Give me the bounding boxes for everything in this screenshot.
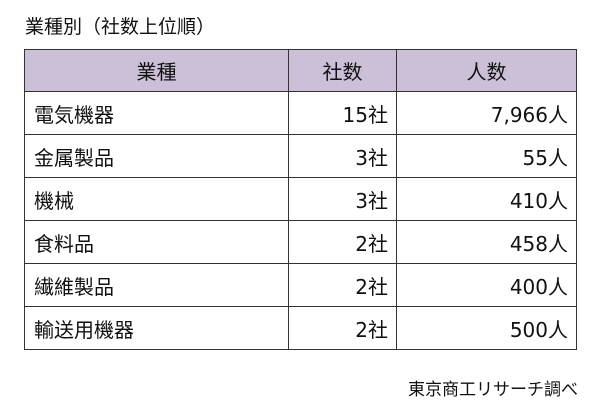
header-industry: 業種 [24, 49, 289, 92]
cell-companies: 2社 [288, 306, 397, 350]
cell-industry: 繊維製品 [24, 263, 289, 307]
cell-companies: 2社 [288, 220, 397, 264]
source-note: 東京商工リサーチ調べ [408, 380, 578, 400]
cell-industry: 食料品 [24, 220, 289, 264]
cell-industry: 輸送用機器 [24, 306, 289, 350]
cell-people: 55人 [396, 134, 577, 178]
cell-people: 400人 [396, 263, 577, 307]
industry-table: 業種 社数 人数 電気機器 15社 7,966人 金属製品 3社 55人 機械 … [24, 49, 577, 350]
cell-companies: 3社 [288, 134, 397, 178]
cell-companies: 2社 [288, 263, 397, 307]
cell-companies: 3社 [288, 177, 397, 221]
cell-industry: 機械 [24, 177, 289, 221]
cell-industry: 金属製品 [24, 134, 289, 178]
table-row: 機械 3社 410人 [24, 177, 577, 221]
cell-companies: 15社 [288, 91, 397, 135]
cell-industry: 電気機器 [24, 91, 289, 135]
table-row: 輸送用機器 2社 500人 [24, 306, 577, 350]
table-row: 繊維製品 2社 400人 [24, 263, 577, 307]
table-header-row: 業種 社数 人数 [24, 49, 577, 92]
header-companies: 社数 [288, 49, 397, 92]
table-row: 食料品 2社 458人 [24, 220, 577, 264]
table-title: 業種別（社数上位順） [25, 16, 216, 38]
cell-people: 410人 [396, 177, 577, 221]
table-row: 金属製品 3社 55人 [24, 134, 577, 178]
cell-people: 458人 [396, 220, 577, 264]
table-row: 電気機器 15社 7,966人 [24, 91, 577, 135]
header-people: 人数 [396, 49, 577, 92]
cell-people: 500人 [396, 306, 577, 350]
cell-people: 7,966人 [396, 91, 577, 135]
